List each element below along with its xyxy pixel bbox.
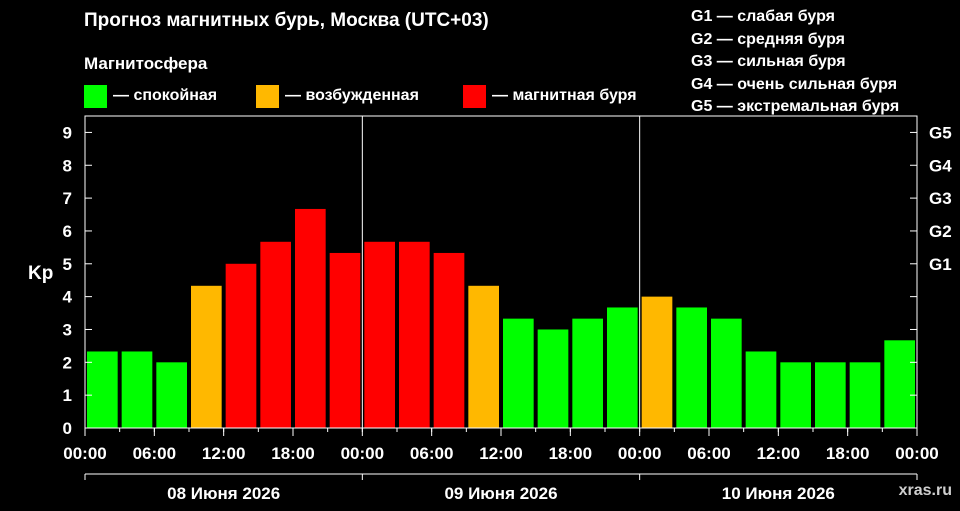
kp-bar <box>399 241 430 428</box>
storm-scale-g1: G1 — слабая буря <box>691 8 836 25</box>
legend-item-storm: — магнитная буря <box>463 84 637 108</box>
kp-bar <box>260 241 291 428</box>
y-axis-label: Kp <box>28 263 53 284</box>
kp-bar <box>156 362 187 428</box>
kp-bar <box>711 318 742 428</box>
kp-bar <box>433 252 465 428</box>
y-tick-label: 7 <box>63 189 72 208</box>
storm-scale-g3: G3 — сильная буря <box>691 53 846 70</box>
g-scale-label: G2 <box>929 222 952 241</box>
kp-bar <box>884 340 915 428</box>
y-tick-label: 2 <box>63 353 72 372</box>
storm-scale-legend: G1 — слабая буря G2 — средняя буря G3 — … <box>691 6 899 119</box>
legend-subtitle: Магнитосфера <box>84 54 208 73</box>
g-scale-label: G1 <box>929 255 952 274</box>
kp-bar <box>468 285 499 428</box>
legend-swatch-unsettled <box>256 84 279 108</box>
date-label: 10 Июня 2026 <box>722 484 835 503</box>
kp-bar <box>364 241 395 428</box>
g-scale-label: G5 <box>929 123 952 142</box>
y-tick-label: 0 <box>63 419 72 438</box>
kp-bar <box>780 362 811 428</box>
x-tick-label: 12:00 <box>757 444 800 463</box>
watermark: xras.ru <box>898 482 952 499</box>
storm-scale-g5: G5 — экстремальная буря <box>691 98 900 115</box>
legend-label-storm: — магнитная буря <box>492 87 637 104</box>
y-tick-label: 5 <box>63 255 72 274</box>
kp-bar <box>191 285 222 428</box>
y-tick-label: 6 <box>63 222 72 241</box>
chart-title: Прогноз магнитных бурь, Москва (UTC+03) <box>84 10 489 31</box>
kp-bar <box>537 329 569 428</box>
date-label: 09 Июня 2026 <box>444 484 557 503</box>
kp-bar <box>225 263 257 428</box>
date-label: 08 Июня 2026 <box>167 484 280 503</box>
kp-bar <box>676 307 707 428</box>
kp-bar <box>815 362 846 428</box>
x-tick-label: 00:00 <box>618 444 661 463</box>
kp-bar <box>121 351 153 428</box>
x-tick-label: 18:00 <box>826 444 869 463</box>
y-tick-label: 3 <box>63 320 72 339</box>
kp-bar <box>329 252 361 428</box>
x-tick-label: 00:00 <box>341 444 384 463</box>
legend-label-quiet: — спокойная <box>113 87 218 104</box>
storm-scale-g2: G2 — средняя буря <box>691 30 845 48</box>
g-scale-label: G3 <box>929 189 952 208</box>
y-tick-label: 4 <box>63 288 73 307</box>
x-tick-label: 00:00 <box>63 444 106 463</box>
x-tick-label: 00:00 <box>895 444 938 463</box>
legend-label-unsettled: — возбужденная <box>285 87 419 104</box>
kp-bar <box>745 351 777 428</box>
legend-item-unsettled: — возбужденная <box>256 84 419 108</box>
x-tick-label: 12:00 <box>479 444 522 463</box>
x-tick-label: 06:00 <box>133 444 176 463</box>
legend-item-quiet: — спокойная <box>84 84 217 108</box>
kp-bar <box>607 307 638 428</box>
x-tick-label: 18:00 <box>271 444 314 463</box>
kp-bar <box>641 296 673 428</box>
kp-bar <box>295 208 326 428</box>
kp-bar <box>572 318 603 428</box>
x-tick-label: 12:00 <box>202 444 245 463</box>
x-tick-label: 06:00 <box>410 444 453 463</box>
y-tick-label: 1 <box>63 386 72 405</box>
x-tick-label: 06:00 <box>687 444 730 463</box>
kp-bar <box>503 318 534 428</box>
kp-bar <box>87 351 118 428</box>
g-scale-label: G4 <box>929 156 952 175</box>
x-tick-label: 18:00 <box>549 444 592 463</box>
legend-swatch-storm <box>463 84 486 108</box>
legend-swatch-quiet <box>84 84 107 108</box>
y-tick-label: 9 <box>63 123 72 142</box>
storm-scale-g4: G4 — очень сильная буря <box>691 75 898 93</box>
y-tick-label: 8 <box>63 156 72 175</box>
kp-bar <box>849 362 881 428</box>
